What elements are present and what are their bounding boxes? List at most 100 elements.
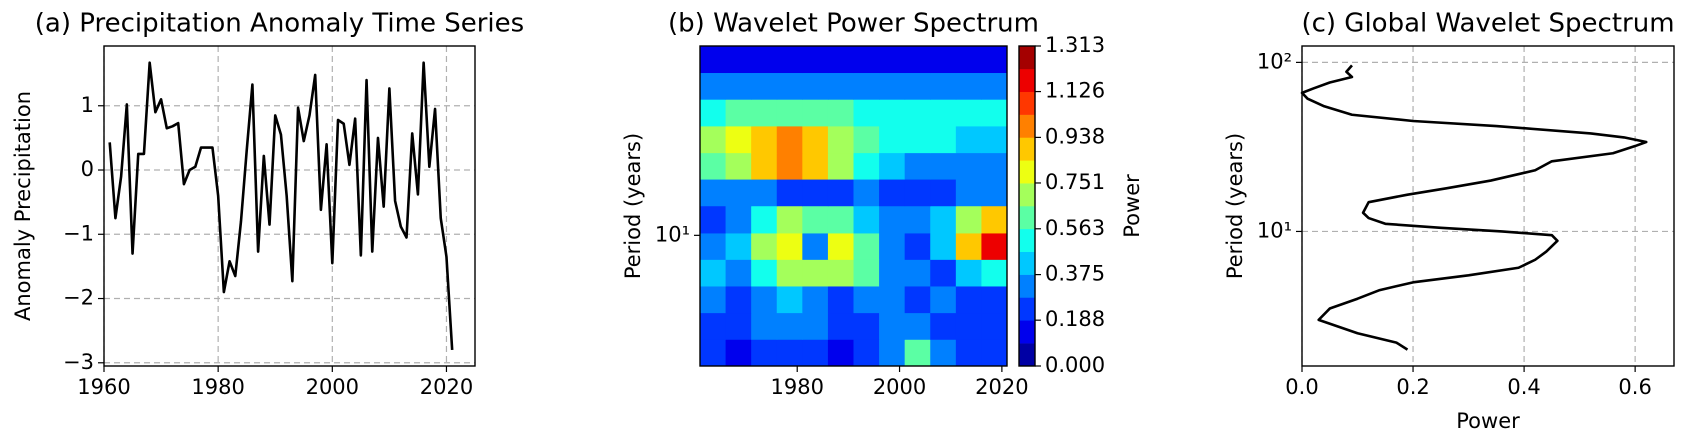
colorbar-tick-label: 0.751 — [1045, 170, 1105, 194]
heatmap-cell — [725, 339, 752, 367]
heatmap-cell — [930, 46, 957, 74]
heatmap-cell — [879, 339, 906, 367]
x-tick-label: 1980 — [770, 375, 823, 399]
heatmap-cell — [827, 152, 854, 180]
heatmap-cell — [776, 99, 803, 127]
heatmap-cell — [853, 179, 880, 207]
heatmap-cell — [879, 179, 906, 207]
heatmap-cell — [981, 232, 1008, 260]
heatmap-cell — [981, 152, 1008, 180]
heatmap-cell — [802, 232, 829, 260]
y-tick-label: 0 — [81, 157, 94, 181]
heatmap-cell — [827, 232, 854, 260]
heatmap-cell — [853, 205, 880, 234]
heatmap-cell — [827, 339, 854, 367]
heatmap-cell — [802, 339, 829, 367]
heatmap-cell — [930, 285, 957, 314]
colorbar-tick-label: 1.313 — [1045, 33, 1105, 57]
heatmap-cell — [827, 259, 854, 287]
heatmap-cell — [725, 152, 752, 180]
heatmap-cell — [827, 179, 854, 207]
heatmap-cell — [904, 205, 931, 234]
y-tick-label: 10² — [1257, 49, 1292, 73]
heatmap-cell — [802, 152, 829, 180]
heatmap-cell — [751, 46, 778, 74]
heatmap-cell — [853, 125, 880, 154]
heatmap-cell — [981, 125, 1008, 154]
y-axis-label: Anomaly Precipitation — [11, 91, 35, 321]
heatmap-cell — [751, 205, 778, 234]
data-line — [1300, 64, 1648, 351]
heatmap-cell — [802, 312, 829, 340]
colorbar-tick-label: 0.563 — [1045, 216, 1105, 240]
heatmap-cell — [930, 259, 957, 287]
x-tick-label: 2000 — [306, 375, 359, 399]
heatmap-cell — [930, 339, 957, 367]
heatmap-cell — [700, 205, 727, 234]
heatmap-cell — [904, 99, 931, 127]
x-tick-label: 0.2 — [1396, 375, 1429, 399]
colorbar-band — [1019, 228, 1035, 253]
heatmap-cell — [879, 152, 906, 180]
heatmap-cell — [981, 339, 1008, 367]
heatmap-cell — [776, 259, 803, 287]
heatmap-cell — [827, 285, 854, 314]
heatmap-cell — [955, 312, 982, 340]
heatmap-cell — [700, 312, 727, 340]
heatmap-cell — [751, 285, 778, 314]
x-tick-label: 0.6 — [1618, 375, 1651, 399]
heatmap-cell — [955, 232, 982, 260]
colorbar-band — [1019, 68, 1035, 93]
heatmap-cell — [930, 232, 957, 260]
heatmap-cell — [725, 205, 752, 234]
heatmap-cell — [751, 72, 778, 100]
heatmap-cell — [776, 232, 803, 260]
colorbar-tick-label: 0.188 — [1045, 307, 1105, 331]
heatmap-cell — [776, 285, 803, 314]
heatmap-cell — [981, 285, 1008, 314]
heatmap-cell — [879, 205, 906, 234]
axes-frame — [699, 45, 1008, 367]
y-axis-label: Period (years) — [621, 133, 645, 279]
heatmap-cell — [751, 152, 778, 180]
heatmap-cell — [776, 312, 803, 340]
heatmap-cell — [725, 232, 752, 260]
y-tick-label: 10¹ — [655, 222, 690, 246]
colorbar-band — [1019, 343, 1035, 367]
heatmap-cell — [904, 125, 931, 154]
heatmap-cell — [853, 46, 880, 74]
colorbar-band — [1019, 137, 1035, 161]
heatmap-cell — [853, 339, 880, 367]
heatmap-cell — [725, 125, 752, 154]
colorbar-band — [1019, 91, 1035, 115]
heatmap-cell — [879, 259, 906, 287]
heatmap-cell — [776, 46, 803, 74]
heatmap-cell — [751, 339, 778, 367]
heatmap-cell — [981, 205, 1008, 234]
heatmap-cell — [904, 259, 931, 287]
heatmap-cell — [802, 179, 829, 207]
heatmap-cell — [700, 72, 727, 100]
heatmap-cell — [725, 285, 752, 314]
heatmap-cell — [879, 312, 906, 340]
heatmap-cell — [802, 46, 829, 74]
y-tick-label: −2 — [63, 286, 94, 310]
heatmap-cell — [751, 312, 778, 340]
y-tick-label: −3 — [63, 350, 94, 374]
x-tick-label: 2020 — [975, 375, 1028, 399]
colorbar-label: Power — [1120, 174, 1144, 238]
heatmap-cell — [981, 179, 1008, 207]
colorbar-band — [1019, 114, 1035, 138]
heatmap-cell — [904, 152, 931, 180]
heatmap-cell — [853, 152, 880, 180]
heatmap-cell — [879, 99, 906, 127]
colorbar-band — [1019, 46, 1035, 70]
heatmap-cell — [930, 205, 957, 234]
heatmap-cell — [904, 72, 931, 100]
heatmap-cell — [853, 312, 880, 340]
colorbar-band — [1019, 274, 1035, 298]
heatmap-cell — [700, 259, 727, 287]
heatmap-cell — [700, 46, 727, 74]
colorbar-band — [1019, 183, 1035, 207]
x-axis-label: Power — [1456, 409, 1520, 433]
